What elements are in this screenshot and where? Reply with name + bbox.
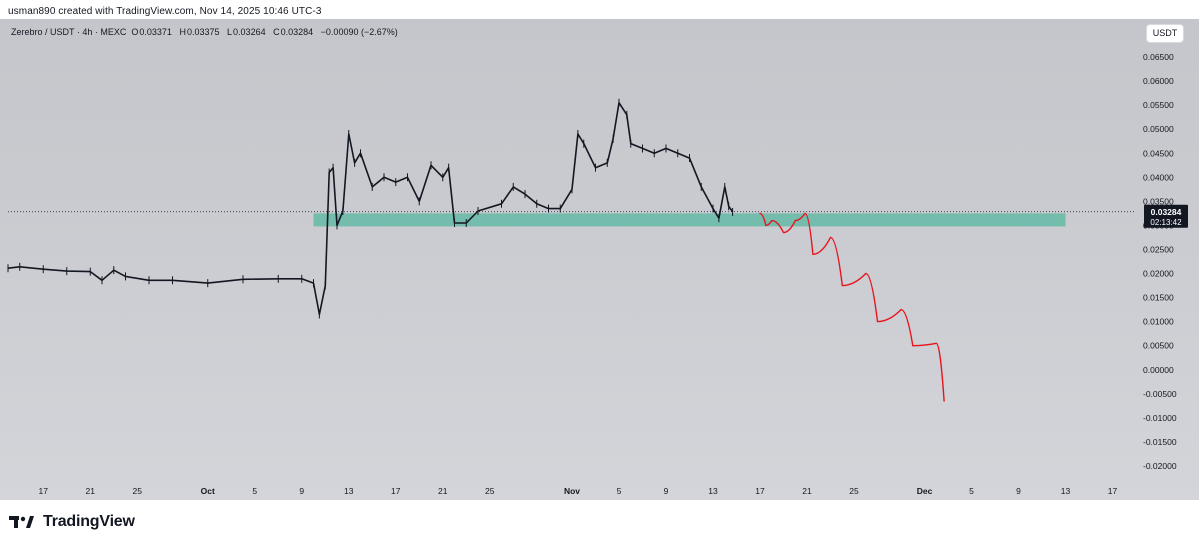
y-tick-label: 0.02000	[1143, 269, 1174, 279]
y-tick-label: 0.05000	[1143, 124, 1174, 134]
x-tick-label: 5	[252, 486, 257, 496]
x-tick-label: 5	[617, 486, 622, 496]
x-tick-label: 13	[708, 486, 718, 496]
y-tick-label: 0.02500	[1143, 244, 1174, 254]
legend-open-label: O	[131, 27, 139, 37]
x-tick-label: 13	[1061, 486, 1071, 496]
y-tick-label: -0.02000	[1143, 461, 1177, 471]
x-tick-label: 9	[1016, 486, 1021, 496]
x-tick-label: 21	[802, 486, 812, 496]
brand-name: TradingView	[43, 513, 135, 530]
x-tick-label: 25	[849, 486, 859, 496]
currency-button[interactable]: USDT	[1147, 25, 1183, 42]
x-tick-label: 13	[344, 486, 354, 496]
x-tick-label: 17	[391, 486, 401, 496]
tradingview-logo-icon	[9, 516, 34, 528]
x-tick-label: 21	[438, 486, 448, 496]
y-tick-label: 0.06500	[1143, 52, 1174, 62]
y-tick-label: -0.00500	[1143, 389, 1177, 399]
last-price-label: 0.03284	[1151, 207, 1182, 217]
y-tick-label: 0.04000	[1143, 172, 1174, 182]
legend-low-value: 0.03264	[233, 27, 266, 37]
x-tick-label: Oct	[201, 486, 215, 496]
x-tick-label: 21	[86, 486, 96, 496]
y-tick-label: 0.05500	[1143, 100, 1174, 110]
support-zone[interactable]	[313, 213, 1066, 227]
symbol-legend: Zerebro / USDT · 4h · MEXC O0.03371 H0.0…	[11, 27, 398, 37]
x-tick-label: 5	[969, 486, 974, 496]
legend-high-value: 0.03375	[186, 27, 220, 37]
countdown-label: 02:13:42	[1150, 218, 1182, 227]
y-tick-label: 0.00500	[1143, 341, 1174, 351]
legend-low-label: L	[227, 27, 233, 37]
legend-open-value: 0.03371	[139, 27, 172, 37]
last-price-badge	[1144, 204, 1188, 228]
x-tick-label: 9	[664, 486, 669, 496]
y-tick-label: 0.06000	[1143, 76, 1174, 86]
y-tick-label: 0.01500	[1143, 293, 1174, 303]
x-tick-label: 17	[755, 486, 765, 496]
x-tick-label: 17	[1108, 486, 1118, 496]
legend-change-value: −0.00090 (−2.67%)	[320, 27, 398, 37]
x-tick-label: 25	[485, 486, 495, 496]
y-tick-label: 0.03500	[1143, 196, 1174, 206]
x-tick-label: 17	[39, 486, 49, 496]
y-tick-label: 0.04500	[1143, 148, 1174, 158]
x-tick-label: Dec	[917, 486, 933, 496]
x-tick-label: 9	[299, 486, 304, 496]
x-tick-label: Nov	[564, 486, 580, 496]
legend-close-value: 0.03284	[280, 27, 314, 37]
projection-path[interactable]	[759, 212, 945, 402]
tradingview-brand[interactable]: TradingView	[9, 513, 135, 531]
chart-frame[interactable]	[0, 19, 1199, 500]
price-series[interactable]	[7, 101, 734, 316]
y-tick-label: 0.00000	[1143, 365, 1174, 375]
y-tick-label: 0.01000	[1143, 317, 1174, 327]
legend-symbol[interactable]: Zerebro / USDT · 4h · MEXC	[11, 27, 127, 37]
x-tick-label: 25	[133, 486, 143, 496]
y-tick-label: -0.01000	[1143, 413, 1177, 423]
y-tick-label: -0.01500	[1143, 437, 1177, 447]
author-caption: usman890 created with TradingView.com, N…	[8, 6, 322, 17]
legend-high-label: H	[179, 27, 186, 37]
legend-close-label: C	[273, 27, 280, 37]
